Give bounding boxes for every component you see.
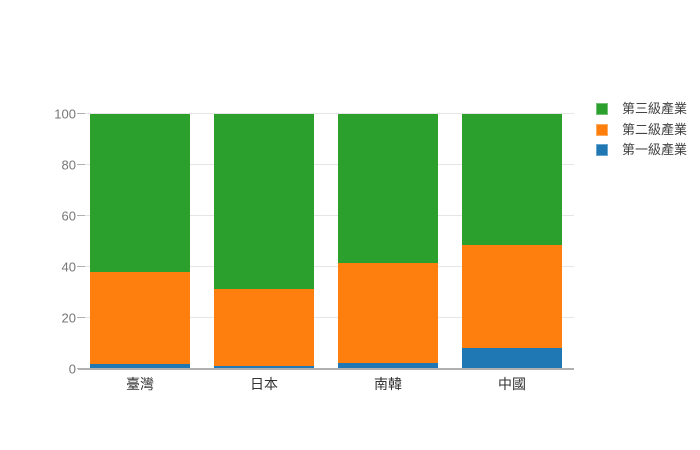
y-tick-label: 80 [61,157,76,172]
bar-segment[interactable] [214,288,314,366]
bar-segment[interactable] [90,363,190,369]
bar-segment[interactable] [338,113,438,263]
y-tick-mark [77,317,85,318]
y-axis: 0 20 40 60 80 100 [0,106,76,376]
grid-line [78,113,574,114]
y-tick-label: 20 [61,310,76,325]
x-tick-label: 日本 [250,376,278,392]
legend: 第三級產業第二級產業第一級產業 [596,101,688,165]
bar-segment[interactable] [462,348,562,369]
x-tick-label: 臺灣 [126,376,154,392]
x-tick-label: 中國 [498,376,526,392]
x-axis-line [78,367,574,370]
grid-line [78,266,574,267]
legend-item[interactable]: 第三級產業 [596,101,688,116]
bar-segment[interactable] [338,362,438,369]
plot-area [77,113,574,370]
legend-item[interactable]: 第一級產業 [596,142,688,157]
x-tick-label: 南韓 [374,376,402,392]
bar-segment[interactable] [214,113,314,289]
bar-segment[interactable] [90,113,190,273]
grid-line [78,164,574,165]
y-tick-mark [77,266,85,267]
legend-swatch-icon [596,123,608,136]
y-tick-mark [77,164,85,165]
y-tick-label: 40 [61,259,76,274]
legend-label: 第三級產業 [622,101,688,116]
bar-segment[interactable] [214,365,314,369]
bar-segment[interactable] [462,245,562,349]
y-tick-label: 0 [68,361,76,376]
x-axis: 臺灣 日本 南韓 中國 [78,374,574,394]
legend-item[interactable]: 第二級產業 [596,121,688,137]
bar-segment[interactable] [462,113,562,246]
grid-line [78,215,574,216]
legend-swatch-icon [596,103,608,115]
y-tick-label: 100 [54,106,76,121]
y-tick-mark [77,215,85,216]
y-tick-label: 60 [61,208,76,223]
y-tick-mark [77,113,85,114]
bar-segment[interactable] [90,272,190,364]
bar-segment[interactable] [338,262,438,363]
grid-line [78,317,574,318]
legend-label: 第二級產業 [622,121,688,137]
legend-swatch-icon [596,144,608,156]
legend-label: 第一級產業 [622,142,688,157]
